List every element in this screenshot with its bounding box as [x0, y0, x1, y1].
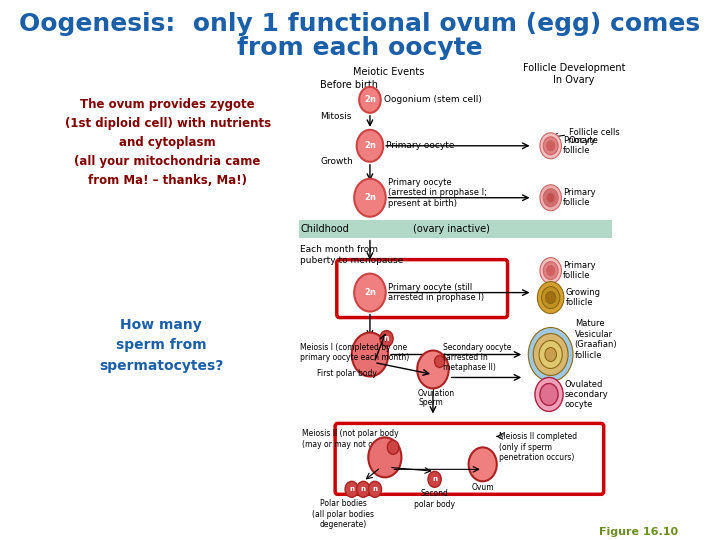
Circle shape — [528, 328, 573, 381]
Circle shape — [540, 133, 562, 159]
Text: Each month from
puberty to menopause: Each month from puberty to menopause — [300, 245, 404, 265]
Text: 2n: 2n — [364, 288, 376, 297]
Text: Primary
follicle: Primary follicle — [563, 136, 595, 156]
Circle shape — [469, 447, 497, 481]
Circle shape — [369, 437, 402, 477]
Text: Mature
Vesicular
(Graafian)
follicle: Mature Vesicular (Graafian) follicle — [575, 320, 617, 360]
Text: Oogonium (stem cell): Oogonium (stem cell) — [384, 96, 482, 104]
Circle shape — [546, 141, 555, 151]
Text: Growing
follicle: Growing follicle — [566, 288, 600, 307]
Circle shape — [354, 274, 386, 312]
Text: Oocyte: Oocyte — [569, 136, 599, 145]
Text: 2n: 2n — [364, 193, 376, 202]
Text: Ovulated
secondary
oocyte: Ovulated secondary oocyte — [564, 380, 608, 409]
Text: n: n — [384, 334, 390, 343]
Circle shape — [417, 350, 449, 388]
Text: Follicle Development
In Ovary: Follicle Development In Ovary — [523, 63, 625, 85]
Text: n: n — [432, 476, 437, 482]
Text: Primary oocyte: Primary oocyte — [386, 141, 454, 150]
Circle shape — [359, 87, 381, 113]
Text: Ovulation: Ovulation — [418, 389, 455, 398]
FancyBboxPatch shape — [335, 423, 604, 494]
Text: 2n: 2n — [364, 141, 376, 150]
Circle shape — [543, 189, 558, 207]
Text: Polar bodies
(all polar bodies
degenerate): Polar bodies (all polar bodies degenerat… — [312, 500, 374, 529]
Text: n: n — [361, 487, 366, 492]
Text: n: n — [372, 487, 377, 492]
Text: Primary oocyte (still
arrested in prophase I): Primary oocyte (still arrested in propha… — [388, 283, 485, 302]
Text: Childhood: Childhood — [301, 224, 349, 234]
Circle shape — [534, 334, 568, 375]
FancyBboxPatch shape — [299, 220, 612, 238]
Text: Mitosis: Mitosis — [320, 112, 351, 122]
Circle shape — [540, 258, 562, 284]
Circle shape — [351, 333, 388, 376]
Text: Meiosis II completed
(only if sperm
penetration occurs): Meiosis II completed (only if sperm pene… — [499, 433, 577, 462]
Circle shape — [356, 481, 370, 497]
Circle shape — [345, 481, 359, 497]
Circle shape — [545, 348, 557, 361]
Text: Oogenesis:  only 1 functional ovum (egg) comes: Oogenesis: only 1 functional ovum (egg) … — [19, 12, 701, 36]
Circle shape — [543, 262, 558, 280]
Circle shape — [369, 481, 382, 497]
Text: Meiotic Events: Meiotic Events — [354, 67, 425, 77]
Text: Figure 16.10: Figure 16.10 — [599, 527, 678, 537]
Text: n: n — [349, 487, 354, 492]
Text: from each oocyte: from each oocyte — [237, 36, 483, 60]
Text: Meiosis I (completed by one
primary oocyte each month): Meiosis I (completed by one primary oocy… — [300, 343, 410, 362]
Text: Secondary oocyte
(arrested in
metaphase II): Secondary oocyte (arrested in metaphase … — [443, 342, 511, 373]
Circle shape — [535, 377, 563, 411]
Text: Second
polar body: Second polar body — [414, 489, 455, 509]
Circle shape — [380, 330, 393, 347]
Text: (ovary inactive): (ovary inactive) — [413, 224, 490, 234]
Text: How many
sperm from
spermatocytes?: How many sperm from spermatocytes? — [99, 318, 223, 373]
Circle shape — [537, 281, 564, 314]
Text: First polar body: First polar body — [317, 369, 377, 378]
Text: Follicle cells: Follicle cells — [569, 129, 620, 137]
Text: 2n: 2n — [364, 96, 376, 104]
Circle shape — [387, 441, 399, 454]
FancyBboxPatch shape — [337, 260, 508, 318]
Text: Sperm: Sperm — [418, 398, 443, 407]
Circle shape — [435, 355, 444, 368]
Circle shape — [546, 292, 556, 303]
Circle shape — [354, 179, 386, 217]
Circle shape — [539, 341, 562, 368]
Text: Meiosis II (not polar body
(may or may not occur)): Meiosis II (not polar body (may or may n… — [302, 429, 399, 449]
Circle shape — [428, 471, 441, 487]
Circle shape — [543, 137, 558, 155]
Text: The ovum provides zygote
(1st diploid cell) with nutrients
and cytoplasm
(all yo: The ovum provides zygote (1st diploid ce… — [65, 98, 271, 187]
Text: Primary
follicle: Primary follicle — [563, 188, 595, 207]
Text: Primary
follicle: Primary follicle — [563, 261, 595, 280]
Circle shape — [546, 193, 555, 202]
Circle shape — [540, 185, 562, 211]
Circle shape — [356, 130, 383, 162]
Text: Ovum: Ovum — [472, 483, 494, 492]
Circle shape — [546, 266, 555, 275]
Circle shape — [540, 383, 558, 406]
Text: Before birth: Before birth — [320, 80, 378, 90]
Circle shape — [541, 287, 559, 308]
Text: Primary oocyte
(arrested in prophase I;
present at birth): Primary oocyte (arrested in prophase I; … — [388, 178, 487, 207]
Text: Growth: Growth — [320, 157, 353, 166]
